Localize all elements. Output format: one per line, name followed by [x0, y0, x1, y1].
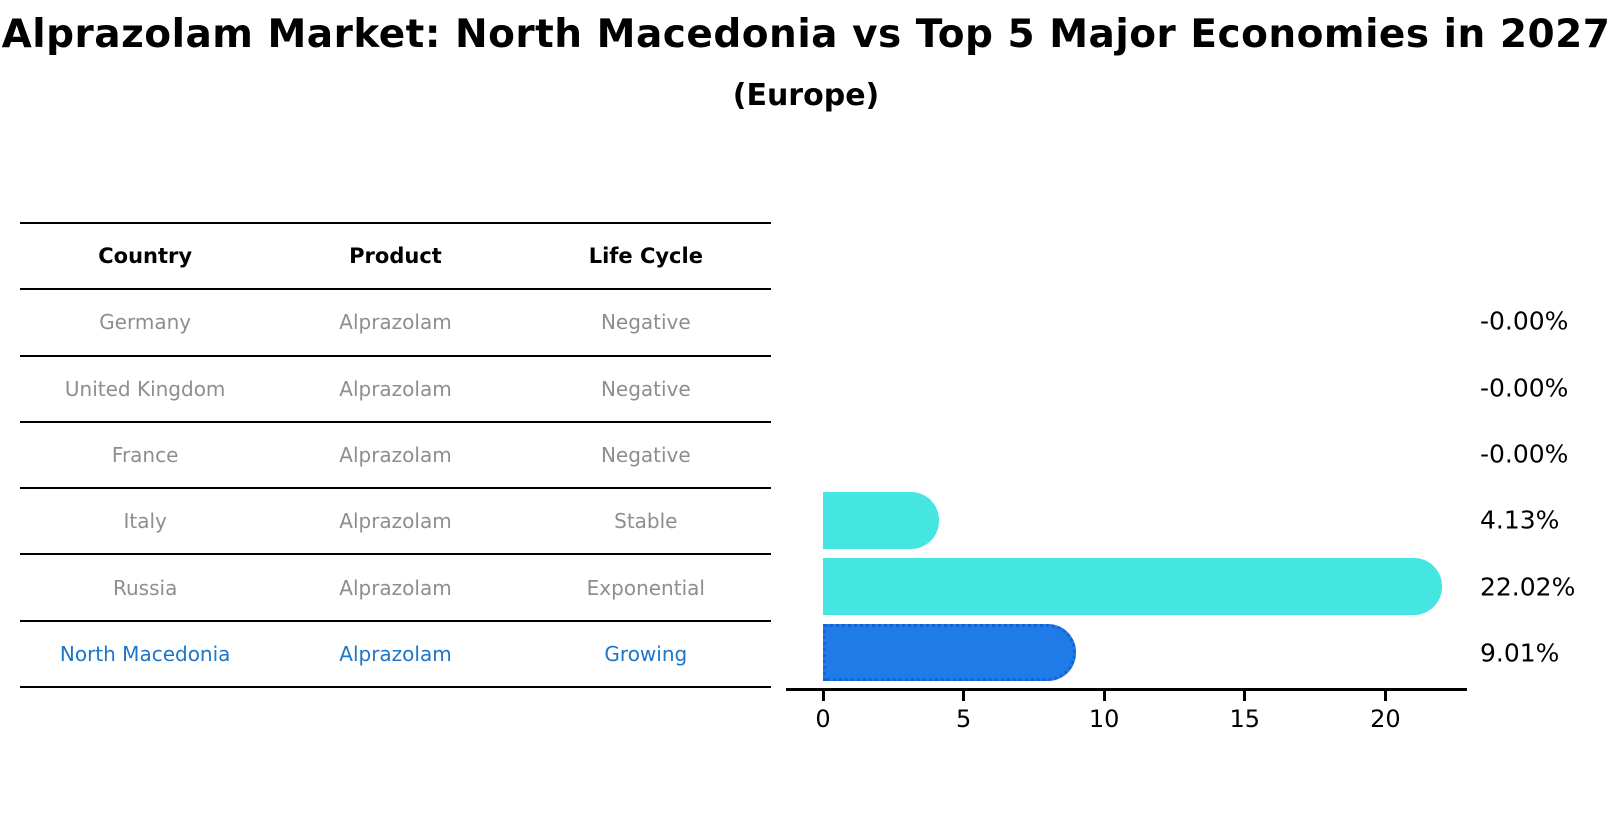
x-axis-tick [1383, 691, 1387, 701]
summary-table: Country Product Life Cycle Germany Alpraz… [20, 222, 771, 689]
x-axis-tick-label: 5 [955, 705, 972, 733]
x-axis-tick-label: 20 [1370, 705, 1401, 733]
value-label-russia: 22.02% [1480, 572, 1576, 602]
table-row-france: France Alprazolam Negative [20, 423, 771, 490]
chart-title: Alprazolam Market: North Macedonia vs To… [1, 12, 1611, 57]
table-header-row: Country Product Life Cycle [20, 224, 771, 291]
x-axis-tick-label: 0 [815, 705, 831, 733]
table-row-germany: Germany Alprazolam Negative [20, 290, 771, 357]
cell-lifecycle: Negative [600, 376, 691, 401]
cell-product: Alprazolam [339, 443, 452, 468]
x-axis-tick-label: 15 [1229, 705, 1261, 733]
value-label-italy: 4.13% [1480, 505, 1560, 535]
cell-lifecycle: Growing [604, 641, 688, 666]
x-axis-tick [1102, 691, 1106, 701]
column-header-product: Product [349, 244, 442, 269]
cell-product: Alprazolam [339, 575, 452, 600]
cell-country: Germany [99, 310, 192, 335]
chart-subtitle: (Europe) [732, 78, 880, 113]
cell-lifecycle: Negative [600, 443, 691, 468]
x-axis-tick-label: 10 [1088, 705, 1120, 733]
bar-north-macedonia [823, 624, 1077, 682]
column-header-country: Country [98, 244, 193, 269]
cell-country: Italy [123, 509, 167, 534]
value-label-germany: -0.00% [1480, 306, 1569, 336]
x-axis-line [786, 688, 1467, 691]
cell-country: France [111, 443, 179, 468]
cell-product: Alprazolam [339, 641, 452, 666]
bar-italy [823, 491, 940, 549]
bar-russia [823, 558, 1443, 616]
x-axis-tick [821, 691, 825, 701]
value-label-france: -0.00% [1480, 439, 1569, 469]
cell-country: North Macedonia [59, 641, 231, 666]
cell-product: Alprazolam [339, 310, 452, 335]
table-row-united-kingdom: United Kingdom Alprazolam Negative [20, 357, 771, 423]
table-row-russia: Russia Alprazolam Exponential [20, 555, 771, 622]
table-body: Germany Alprazolam Negative United Kingdom A… [20, 290, 771, 689]
cell-lifecycle: Negative [600, 310, 691, 335]
cell-product: Alprazolam [339, 509, 452, 534]
cell-product: Alprazolam [339, 376, 452, 401]
x-axis-tick [1243, 691, 1247, 701]
table-row-italy: Italy Alprazolam Stable [20, 489, 771, 556]
x-axis-tick [962, 691, 966, 701]
cell-country: Russia [113, 575, 178, 600]
cell-country: United Kingdom [64, 376, 226, 401]
cell-lifecycle: Stable [614, 509, 678, 534]
cell-lifecycle: Exponential [586, 575, 705, 600]
value-label-north-macedonia: 9.01% [1480, 638, 1560, 668]
column-header-lifecycle: Life Cycle [588, 244, 703, 269]
value-label-united-kingdom: -0.00% [1480, 373, 1569, 403]
table-row-north-macedonia: North Macedonia Alprazolam Growing [20, 622, 771, 689]
